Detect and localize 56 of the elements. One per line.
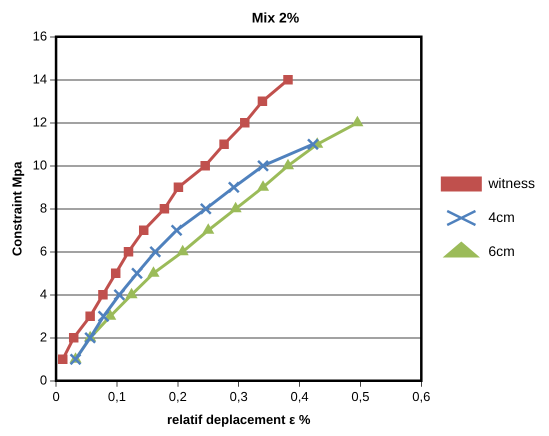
point [170,224,183,236]
point [98,290,108,300]
point [306,138,320,150]
y-tick-label: 0 [40,372,48,388]
point [202,224,214,234]
point [256,160,270,172]
point [240,118,250,128]
y-tick-label: 6 [40,243,48,258]
point [219,140,229,150]
y-axis-title: Constraint Mpa [9,160,24,256]
x-tick-label: 0,2 [168,389,187,404]
y-tick-label: 12 [32,114,48,130]
point [352,116,364,126]
x-tick-label: 0,5 [351,389,370,404]
point [126,288,138,298]
point [110,268,120,278]
point [113,288,126,301]
point [160,204,170,214]
x-tick-label: 0,1 [108,389,126,404]
point [97,310,110,322]
point [68,333,78,343]
y-tick-label: 2 [40,329,48,344]
point [200,161,210,171]
point [104,310,116,320]
legend-label: witness [487,174,536,191]
point [200,202,212,215]
y-tick-label: 8 [40,200,48,216]
legend-label: 4cm [488,208,515,225]
point [228,181,240,194]
y-tick-label: 16 [32,28,48,44]
point [176,245,188,256]
point [257,180,269,191]
point [85,312,95,322]
x-tick-label: 0,4 [290,389,309,404]
point [230,202,242,212]
point [282,159,294,170]
point [130,267,144,280]
y-tick-label: 14 [32,71,48,86]
point [149,246,162,258]
point [148,266,160,277]
y-tick-label: 4 [40,286,48,302]
x-tick-label: 0,3 [230,389,248,404]
point [124,247,134,257]
point [174,182,184,192]
chart-title: Mix 2% [252,9,300,26]
x-tick-label: 0 [52,389,60,404]
x-tick-label: 0,6 [412,389,430,404]
point [283,75,293,85]
x-axis-title: relatif deplacement ε % [166,412,311,427]
y-tick-label: 10 [32,157,48,172]
legend-label: 6cm [488,242,515,259]
point [138,226,148,236]
point [258,96,268,106]
point [69,353,82,366]
point [84,332,96,344]
point [58,354,68,364]
